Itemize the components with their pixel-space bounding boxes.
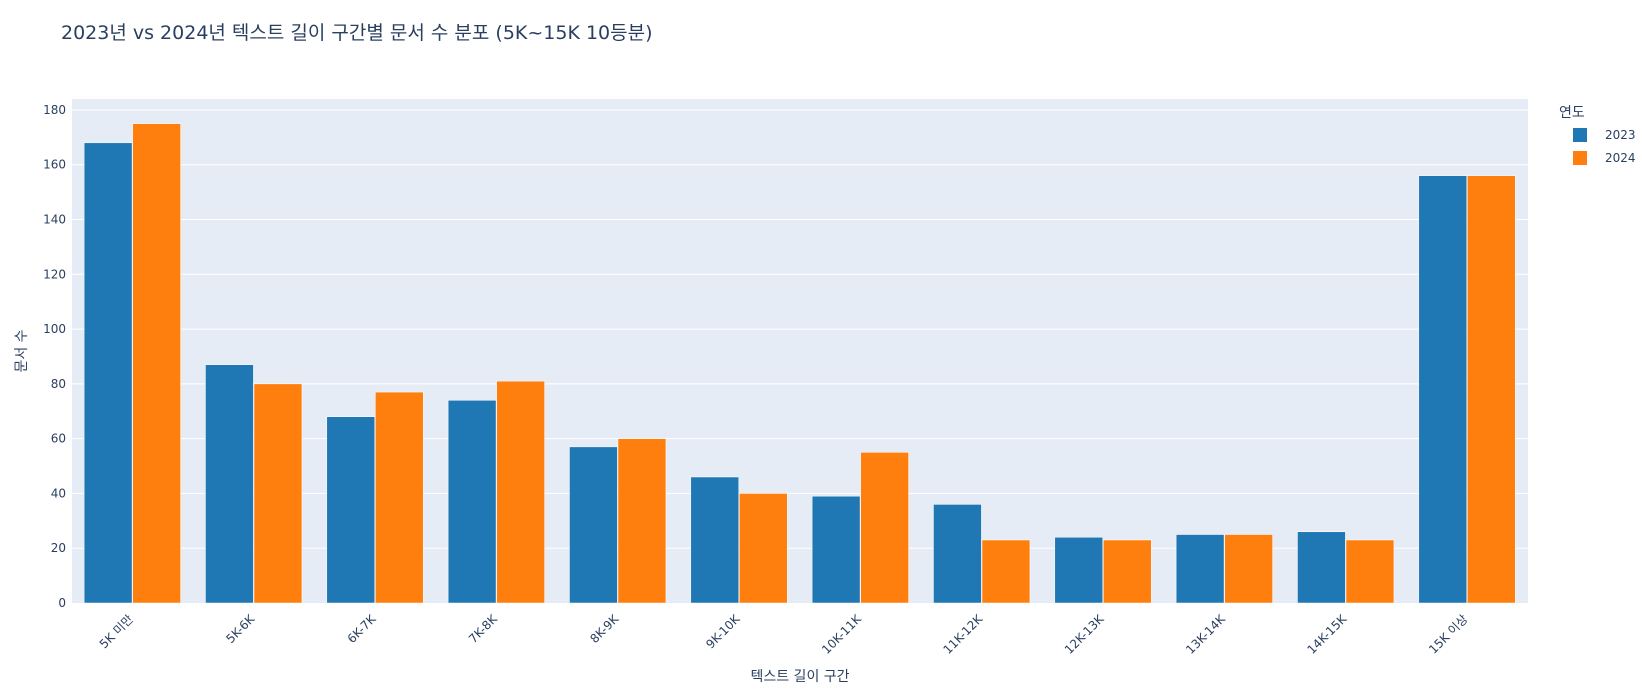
y-tick-label: 80 bbox=[51, 377, 66, 391]
bar-2024 bbox=[739, 493, 788, 604]
chart-title: 2023년 vs 2024년 텍스트 길이 구간별 문서 수 분포 (5K~15… bbox=[61, 22, 653, 44]
x-tick-label: 14K-15K bbox=[1304, 611, 1350, 657]
bar-2023 bbox=[83, 142, 133, 604]
legend-title: 연도 bbox=[1559, 105, 1585, 121]
bar-2024 bbox=[981, 539, 1031, 604]
x-tick-label: 6K-7K bbox=[345, 611, 380, 646]
x-tick-label: 13K-14K bbox=[1183, 611, 1229, 657]
bar-2024 bbox=[1224, 534, 1273, 604]
bar-2023 bbox=[933, 504, 982, 604]
legend: 연도 2023 2024 bbox=[1559, 105, 1636, 165]
x-tick-label: 8K-9K bbox=[587, 611, 622, 646]
x-tick-label: 5K-6K bbox=[223, 611, 258, 646]
y-tick-labels: 0 20 40 60 80 100 120 140 160 180 bbox=[43, 103, 66, 610]
plot-area bbox=[72, 99, 1528, 603]
bar-2023 bbox=[1175, 534, 1225, 604]
bar-2024 bbox=[132, 123, 181, 604]
bar-2024 bbox=[617, 438, 667, 604]
y-tick-label: 40 bbox=[51, 486, 66, 500]
x-axis-title: 텍스트 길이 구간 bbox=[750, 669, 849, 685]
x-tick-label: 7K-8K bbox=[466, 611, 501, 646]
legend-swatch bbox=[1573, 128, 1587, 142]
legend-label: 2024 bbox=[1605, 151, 1636, 165]
bar-2023 bbox=[690, 476, 739, 604]
x-tick-label: 10K-11K bbox=[819, 611, 865, 657]
bar-2024 bbox=[1103, 539, 1152, 604]
x-tick-label: 11K-12K bbox=[940, 611, 986, 657]
bar-2024 bbox=[1345, 539, 1395, 604]
bars bbox=[83, 123, 1516, 604]
legend-swatch bbox=[1573, 151, 1587, 165]
y-tick-label: 140 bbox=[43, 213, 66, 227]
bar-2023 bbox=[326, 416, 375, 604]
bar-2024 bbox=[860, 452, 909, 604]
y-axis-title: 문서 수 bbox=[14, 329, 30, 372]
bar-2023 bbox=[1297, 531, 1346, 604]
x-tick-label: 5K 미만 bbox=[97, 612, 136, 651]
y-tick-label: 60 bbox=[51, 432, 66, 446]
legend-label: 2023 bbox=[1605, 128, 1636, 142]
bar-2024 bbox=[375, 391, 424, 604]
bar-2023 bbox=[569, 446, 618, 604]
grid-lines bbox=[72, 109, 1528, 549]
y-tick-label: 160 bbox=[43, 158, 66, 172]
x-tick-label: 9K-10K bbox=[703, 611, 743, 651]
bar-2023 bbox=[447, 400, 497, 604]
y-tick-label: 180 bbox=[43, 103, 66, 117]
y-tick-label: 20 bbox=[51, 541, 66, 555]
bar-2023 bbox=[811, 495, 861, 604]
bar-2023 bbox=[205, 364, 254, 604]
bar-2024 bbox=[496, 380, 545, 604]
y-tick-label: 120 bbox=[43, 267, 66, 281]
bar-2024 bbox=[253, 383, 303, 604]
y-tick-label: 0 bbox=[58, 596, 66, 610]
bar-2024 bbox=[1467, 175, 1516, 604]
x-tick-label: 15K 이상 bbox=[1426, 612, 1471, 657]
y-tick-label: 100 bbox=[43, 322, 66, 336]
x-tick-labels: 5K 미만 5K-6K 6K-7K 7K-8K 8K-9K 9K-10K 10K-11K 11… bbox=[97, 611, 1471, 657]
x-tick-label: 12K-13K bbox=[1062, 611, 1108, 657]
bar-2023 bbox=[1054, 537, 1103, 604]
bar-2023 bbox=[1418, 175, 1467, 604]
